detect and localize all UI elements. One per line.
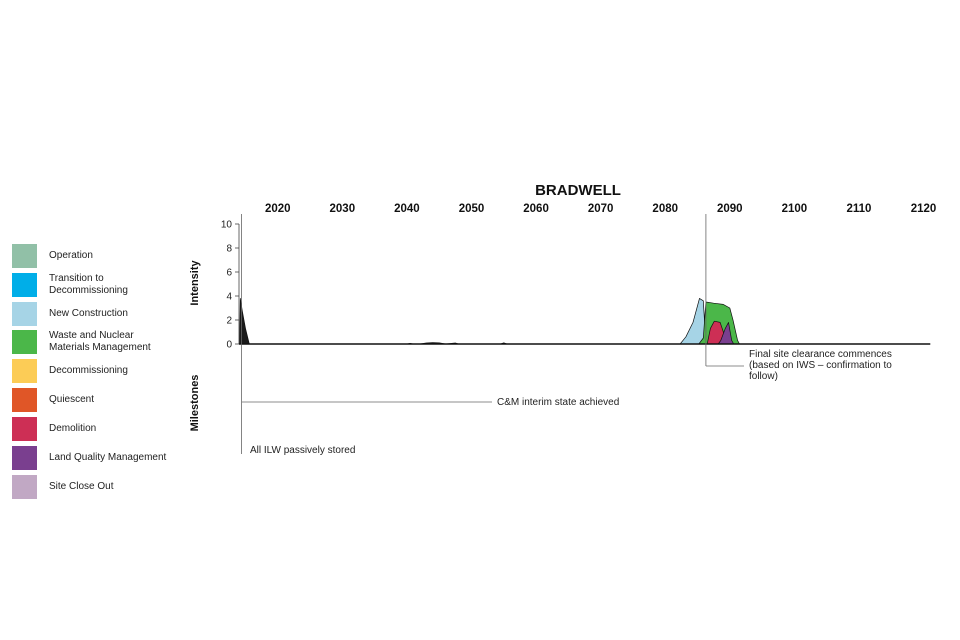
legend-swatch: [12, 417, 37, 441]
y-tick-label-6: 6: [226, 268, 232, 279]
decade-label-2070: 2070: [588, 203, 614, 215]
decade-label-2080: 2080: [652, 203, 678, 215]
milestones-title: Milestones: [189, 375, 201, 432]
decade-labels: 2020 2030 2040 2050 2060 2070 2080 2090 2100 2110…: [265, 203, 936, 215]
decade-label-2090: 2090: [717, 203, 743, 215]
decade-label-2030: 2030: [330, 203, 356, 215]
legend-swatch: [12, 244, 37, 268]
milestone-label-0: All ILW passively stored: [250, 445, 356, 456]
area-new_construction: [239, 298, 931, 345]
legend-label: Land Quality Management: [49, 452, 167, 463]
y-tick-label-10: 10: [221, 220, 233, 231]
decade-label-2040: 2040: [394, 203, 420, 215]
legend-swatch: [12, 330, 37, 354]
milestone-label-2: Final site clearance commences (based on…: [749, 349, 892, 382]
milestone-lines: [241, 214, 744, 454]
legend-label: New Construction: [49, 308, 128, 319]
decade-label-2110: 2110: [846, 203, 871, 215]
intensity-areas: [239, 298, 931, 345]
y-tick-label-8: 8: [226, 244, 232, 255]
area-other: [239, 298, 931, 345]
legend-label: Waste and Nuclear Materials Management: [49, 330, 151, 353]
legend-swatch: [12, 302, 37, 326]
area-demolition: [239, 320, 931, 345]
legend-swatch: [12, 388, 37, 412]
legend-swatch: [12, 475, 37, 499]
area-land_quality: [239, 322, 931, 345]
legend-label: Decommissioning: [49, 365, 128, 376]
y-tick-label-4: 4: [226, 292, 232, 303]
decade-label-2020: 2020: [265, 203, 291, 215]
milestone-label-1: C&M interim state achieved: [497, 397, 620, 408]
legend-label: Quiescent: [49, 394, 95, 405]
chart-title: BRADWELL: [535, 182, 621, 199]
y-axis-title: Intensity: [189, 260, 201, 306]
y-axis: 0 2 4 6 8 10: [221, 220, 240, 351]
decade-label-2050: 2050: [459, 203, 485, 215]
legend-swatch: [12, 359, 37, 383]
decade-label-2060: 2060: [523, 203, 549, 215]
y-tick-label-0: 0: [226, 340, 232, 351]
legend-swatch: [12, 446, 37, 470]
legend-label: Operation: [49, 250, 93, 261]
decade-label-2120: 2120: [911, 203, 937, 215]
legend-label: Transition to Decommissioning: [49, 273, 128, 296]
legend-swatch: [12, 273, 37, 297]
y-tick-label-2: 2: [226, 316, 232, 327]
legend-label: Site Close Out: [49, 481, 114, 492]
area-waste_and_nuclear: [239, 301, 931, 345]
legend-label: Demolition: [49, 423, 97, 434]
decade-label-2100: 2100: [782, 203, 808, 215]
